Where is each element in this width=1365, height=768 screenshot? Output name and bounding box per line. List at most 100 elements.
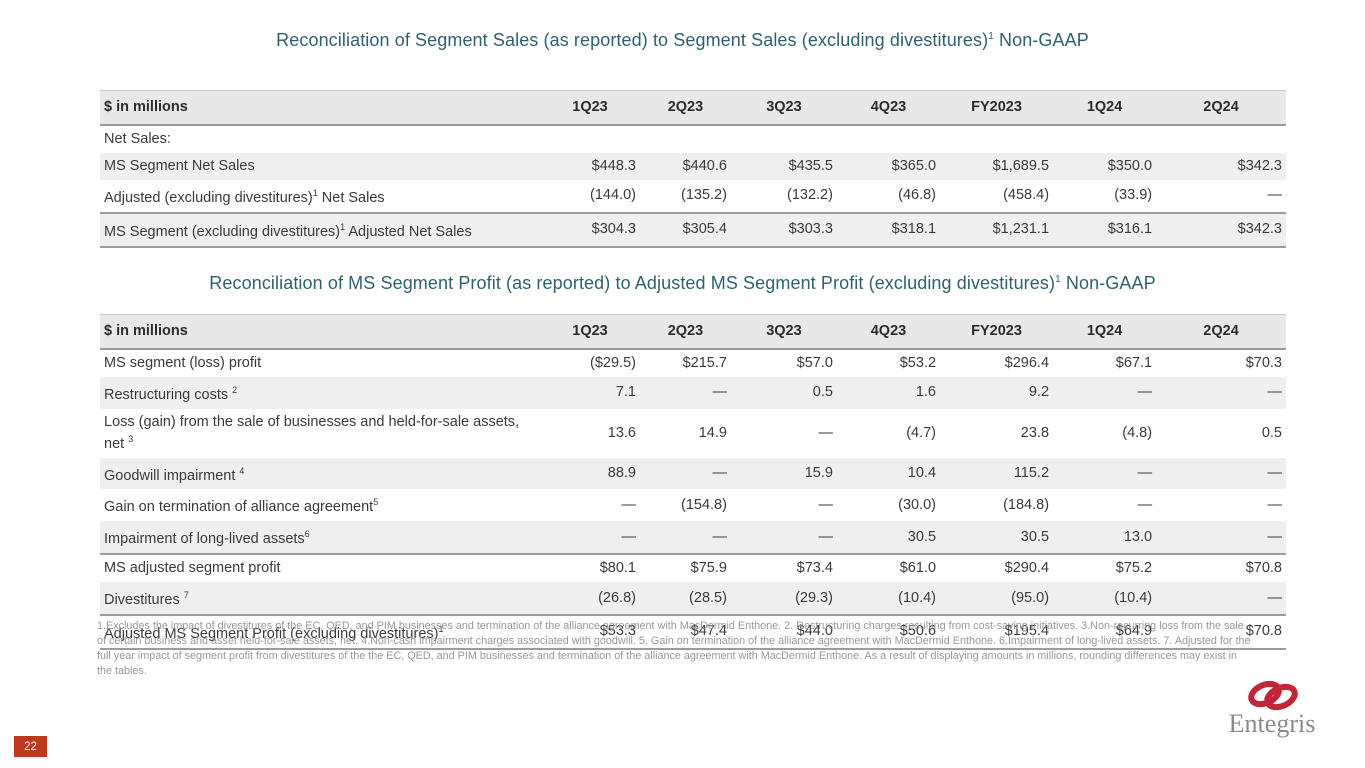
cell-value: (28.5): [639, 582, 731, 615]
cell-value: —: [1053, 377, 1157, 409]
row-label: MS adjusted segment profit: [100, 553, 541, 583]
cell-value: —: [639, 377, 731, 409]
footnote-ref: 3: [128, 433, 134, 444]
segment-profit-table: $ in millions 1Q23 2Q23 3Q23 4Q23 FY2023 1Q24 2…: [100, 314, 1286, 650]
table1-title-text: Reconciliation of Segment Sales (as repo…: [276, 30, 989, 50]
page-number: 22: [24, 740, 37, 753]
table1-title-footnote-ref: 1: [988, 31, 994, 42]
footnote-ref: 7: [183, 590, 189, 601]
header-row: $ in millions 1Q23 2Q23 3Q23 4Q23 FY2023 1Q24 2…: [100, 90, 1286, 126]
cell-value: $50.6: [836, 613, 941, 650]
footnote-ref: 1: [438, 623, 444, 634]
cell-value: (30.0): [898, 496, 937, 513]
cell-value: $365.0: [836, 153, 941, 180]
cell-value: (458.4): [1003, 187, 1050, 204]
footnote-ref: 2: [232, 385, 238, 395]
footnote-ref: 6: [304, 529, 310, 540]
cell-value: $53.3: [540, 613, 640, 650]
cell-value: $290.4: [940, 553, 1054, 583]
table-row: MS adjusted segment profit $80.1 $75.9 $73.…: [100, 553, 1286, 583]
cell-value: 15.9: [730, 457, 837, 490]
segment-sales-reconciliation-table: $ in millions 1Q23 2Q23 3Q23 4Q23 FY2023 1Q24 2…: [100, 90, 1286, 248]
row-label: Goodwill impairment 4: [100, 457, 541, 490]
cell-value: (135.2): [680, 187, 727, 204]
footnote-ref: 5: [373, 497, 379, 508]
cell-value: $61.0: [836, 553, 941, 583]
cell-value: $57.0: [796, 355, 833, 371]
table2-title-footnote-ref: 1: [1055, 274, 1061, 285]
cell-value: —: [1156, 377, 1286, 409]
table-row: MS segment (loss) profit ($29.5) $215.7 $57…: [100, 349, 1286, 377]
table-row: Goodwill impairment 4 88.9—15.9 10.4 115.2—…: [100, 457, 1286, 490]
cell-value: 7.1: [540, 377, 640, 409]
column-header: 2Q23: [639, 90, 731, 126]
row-label: MS Segment Net Sales: [100, 153, 541, 180]
table-row: MS Segment Net Sales $448.3 $440.6 $435.5 $3…: [100, 153, 1286, 180]
column-header: 4Q23: [836, 90, 941, 126]
row-label: Adjusted (excluding divestitures)1 Net S…: [104, 188, 385, 206]
cell-value: $47.4: [639, 613, 731, 650]
column-header: 2Q24: [1156, 90, 1286, 126]
cell-value: —: [818, 496, 833, 513]
cell-value: $350.0: [1053, 153, 1157, 180]
column-header: 2Q24: [1156, 314, 1286, 350]
cell-value: 14.9: [698, 424, 727, 441]
cell-value: 13.6: [607, 424, 636, 441]
cell-value: $70.8: [1156, 553, 1286, 583]
cell-value: 115.2: [940, 457, 1054, 490]
cell-value: 1.6: [836, 377, 941, 409]
cell-value: $67.1: [1115, 355, 1153, 371]
cell-value: 10.4: [836, 457, 941, 490]
table2-title-text: Reconciliation of MS Segment Profit (as …: [209, 273, 1056, 293]
cell-value: $75.9: [639, 553, 731, 583]
column-header: FY2023: [940, 90, 1054, 126]
column-header: 1Q24: [1053, 314, 1157, 350]
cell-value: (154.8): [680, 496, 727, 513]
page-number-badge: 22: [14, 736, 47, 757]
cell-value: 88.9: [540, 457, 640, 490]
cell-value: $435.5: [730, 153, 837, 180]
cell-value: (10.4): [1053, 582, 1157, 615]
table2-title-suffix: Non-GAAP: [1060, 273, 1156, 293]
cell-value: (4.8): [1122, 424, 1153, 441]
table-row: Divestitures 7 (26.8) (28.5) (29.3) (10.4) (9…: [100, 582, 1286, 615]
cell-value: $70.8: [1156, 613, 1286, 650]
cell-value: (144.0): [590, 187, 636, 204]
header-row: $ in millions 1Q23 2Q23 3Q23 4Q23 FY2023 1Q24 2…: [100, 314, 1286, 350]
cell-value: $75.2: [1053, 553, 1157, 583]
table2-title: Reconciliation of MS Segment Profit (as …: [0, 273, 1365, 294]
cell-value: (46.8): [898, 187, 937, 204]
table-row: Restructuring costs 2 7.1—0.5 1.6 9.2— —: [100, 377, 1286, 409]
cell-value: 9.2: [940, 377, 1054, 409]
cell-value: $1,231.1: [940, 211, 1054, 248]
cell-value: 23.8: [1020, 424, 1050, 441]
row-label: MS Segment (excluding divestitures)1 Adj…: [100, 211, 541, 248]
section-label: Net Sales:: [100, 125, 1286, 153]
cell-value: —: [1137, 496, 1153, 513]
column-header: 1Q24: [1053, 90, 1157, 126]
cell-value: $440.6: [639, 153, 731, 180]
cell-value: $64.9: [1053, 613, 1157, 650]
row-label: Adjusted MS Segment Profit (excluding di…: [100, 613, 541, 650]
cell-value: $195.4: [940, 613, 1054, 650]
table-row: Adjusted (excluding divestitures)1 Net S…: [100, 180, 1286, 213]
footnotes: 1.Excludes the impact of divestitures of…: [97, 620, 1251, 677]
cell-value: $70.3: [1245, 355, 1282, 371]
section-row: Net Sales:: [100, 125, 1286, 153]
cell-value: $215.7: [682, 355, 727, 371]
footnote-ref: 1: [312, 188, 318, 198]
cell-value: —: [639, 521, 731, 555]
cell-value: $303.3: [730, 211, 837, 248]
row-label: Divestitures 7: [100, 582, 541, 615]
row-label: Loss (gain) from the sale of businesses …: [104, 413, 520, 452]
cell-value: —: [1267, 496, 1283, 513]
cell-value: —: [1267, 187, 1283, 204]
cell-value: —: [639, 457, 731, 490]
cell-value: —: [1156, 582, 1286, 615]
column-header: $ in millions: [100, 314, 541, 350]
column-header: 1Q23: [540, 90, 640, 126]
cell-value: 13.0: [1053, 521, 1157, 555]
cell-value: $1,689.5: [940, 153, 1054, 180]
cell-value: —: [818, 424, 833, 441]
column-header: 3Q23: [730, 314, 837, 350]
